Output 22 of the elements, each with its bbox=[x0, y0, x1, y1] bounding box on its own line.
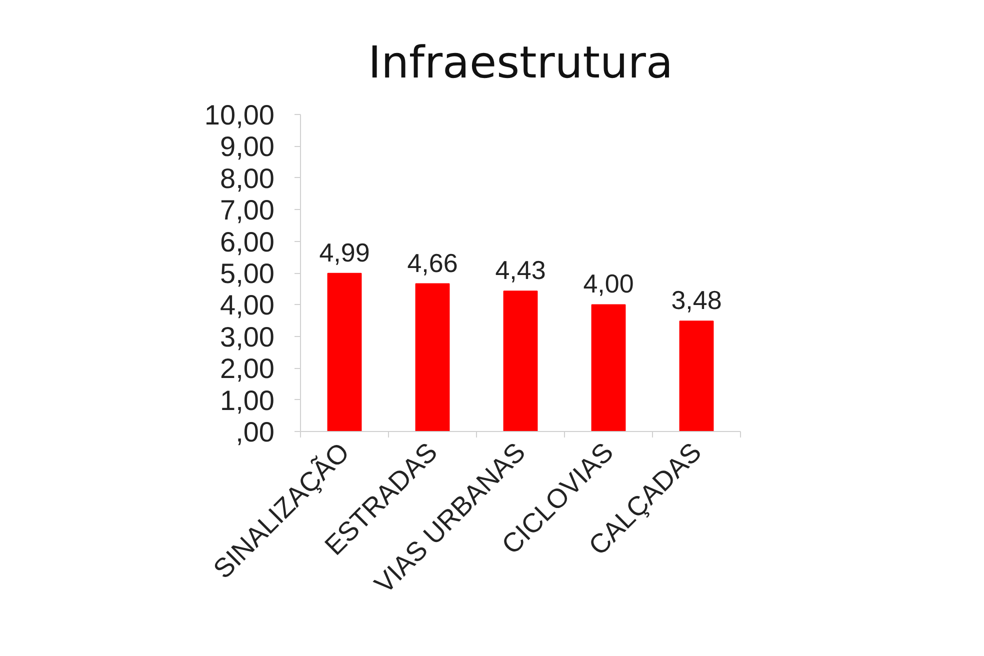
y-tick-label: 9,00 bbox=[220, 131, 275, 162]
data-label: 4,00 bbox=[583, 268, 634, 299]
y-tick-label: 4,00 bbox=[220, 290, 275, 321]
y-tick-label: 10,00 bbox=[204, 100, 275, 130]
y-tick-label: 2,00 bbox=[220, 353, 275, 384]
data-label: 4,99 bbox=[319, 237, 370, 268]
y-tick-label: ,00 bbox=[236, 416, 275, 448]
y-tick-label: 6,00 bbox=[220, 226, 275, 258]
y-tick-label: 3,00 bbox=[220, 321, 275, 352]
bar bbox=[591, 304, 626, 432]
y-tick-label: 5,00 bbox=[220, 258, 275, 289]
y-tick-label: 8,00 bbox=[220, 162, 275, 194]
data-label: 3,48 bbox=[671, 285, 722, 316]
y-tick-label: 1,00 bbox=[220, 384, 275, 416]
y-tick-label: 7,00 bbox=[220, 194, 275, 226]
bar bbox=[415, 283, 450, 432]
bar bbox=[503, 290, 538, 432]
data-label: 4,66 bbox=[407, 248, 458, 278]
data-label: 4,43 bbox=[495, 255, 546, 286]
bar bbox=[679, 320, 714, 432]
bar bbox=[327, 272, 362, 432]
chart-title: Infraestrutura bbox=[368, 38, 673, 88]
